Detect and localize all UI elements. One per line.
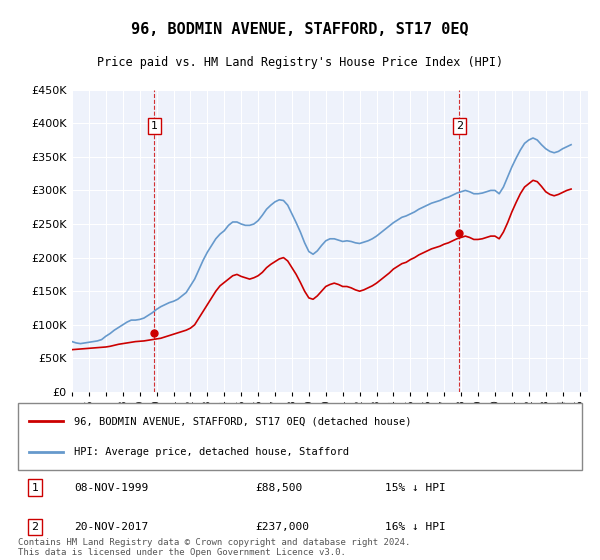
Text: 20-NOV-2017: 20-NOV-2017 bbox=[74, 522, 149, 532]
Text: 2: 2 bbox=[31, 522, 38, 532]
FancyBboxPatch shape bbox=[18, 403, 582, 470]
Text: 96, BODMIN AVENUE, STAFFORD, ST17 0EQ: 96, BODMIN AVENUE, STAFFORD, ST17 0EQ bbox=[131, 22, 469, 38]
Text: 15% ↓ HPI: 15% ↓ HPI bbox=[385, 483, 445, 493]
Text: Price paid vs. HM Land Registry's House Price Index (HPI): Price paid vs. HM Land Registry's House … bbox=[97, 56, 503, 69]
Text: £88,500: £88,500 bbox=[255, 483, 302, 493]
Text: 2: 2 bbox=[456, 121, 463, 131]
Text: 1: 1 bbox=[31, 483, 38, 493]
Text: 96, BODMIN AVENUE, STAFFORD, ST17 0EQ (detached house): 96, BODMIN AVENUE, STAFFORD, ST17 0EQ (d… bbox=[74, 416, 412, 426]
Text: HPI: Average price, detached house, Stafford: HPI: Average price, detached house, Staf… bbox=[74, 447, 349, 458]
Text: Contains HM Land Registry data © Crown copyright and database right 2024.
This d: Contains HM Land Registry data © Crown c… bbox=[18, 538, 410, 557]
Text: 16% ↓ HPI: 16% ↓ HPI bbox=[385, 522, 445, 532]
Text: £237,000: £237,000 bbox=[255, 522, 309, 532]
Text: 08-NOV-1999: 08-NOV-1999 bbox=[74, 483, 149, 493]
Text: 1: 1 bbox=[151, 121, 158, 131]
